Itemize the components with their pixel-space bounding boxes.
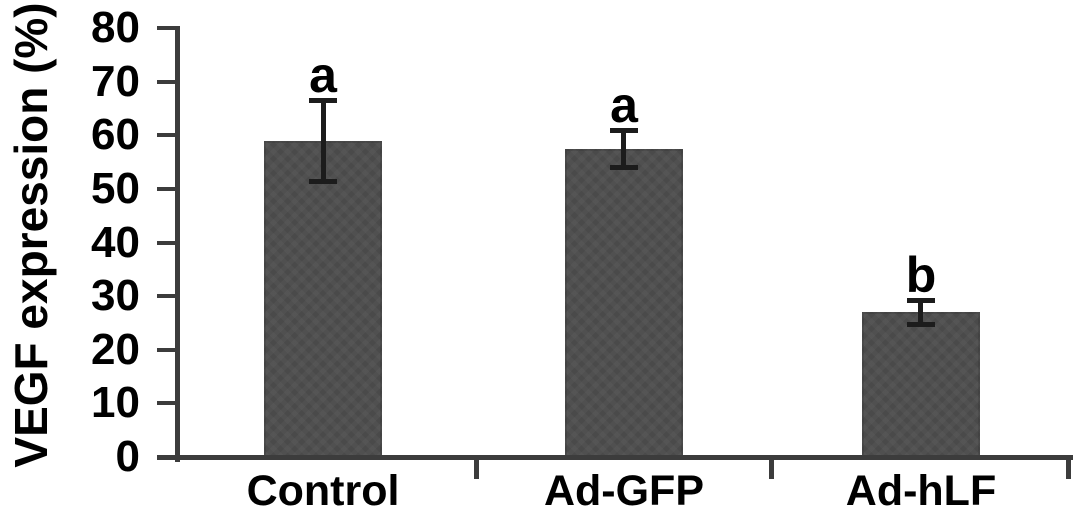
error-bar-cap [610,128,638,133]
y-axis-tick [157,187,177,191]
y-axis-line [175,26,180,462]
y-tick-label: 20 [91,325,140,374]
x-category-label: Ad-GFP [543,467,705,515]
y-axis-tick [157,401,177,405]
y-axis-tick [157,294,177,298]
error-bar-cap [309,179,337,184]
bar [565,149,683,457]
y-axis-tick [157,133,177,137]
error-bar-cap [907,298,935,303]
x-axis-tick [474,455,479,479]
y-tick-label: 60 [91,110,140,159]
significance-label: a [309,47,337,103]
y-tick-label: 80 [91,3,140,52]
significance-label: b [905,247,937,303]
y-tick-label: 30 [91,271,140,320]
significance-label: a [610,77,638,133]
y-axis-tick [157,26,177,30]
y-tick-label: 70 [91,57,140,106]
y-axis-tick [157,80,177,84]
error-bar-cap [907,322,935,327]
x-axis-tick [769,455,774,479]
x-category-label: Control [246,467,400,515]
error-bar-stem [321,100,326,180]
error-bar-stem [621,130,626,168]
y-tick-label: 0 [115,432,140,481]
y-tick-label: 50 [91,164,140,213]
error-bar-stem [918,300,923,324]
y-tick-label: 40 [91,218,140,267]
x-axis-tick [1066,455,1071,479]
x-category-label: Ad-hLF [845,467,997,515]
y-tick-label: 10 [91,378,140,427]
x-axis-line [157,455,1073,460]
y-axis-tick [157,241,177,245]
error-bar-cap [610,165,638,170]
bar [264,141,382,457]
bar [862,312,980,457]
error-bar-cap [309,98,337,103]
y-axis-tick [157,348,177,352]
